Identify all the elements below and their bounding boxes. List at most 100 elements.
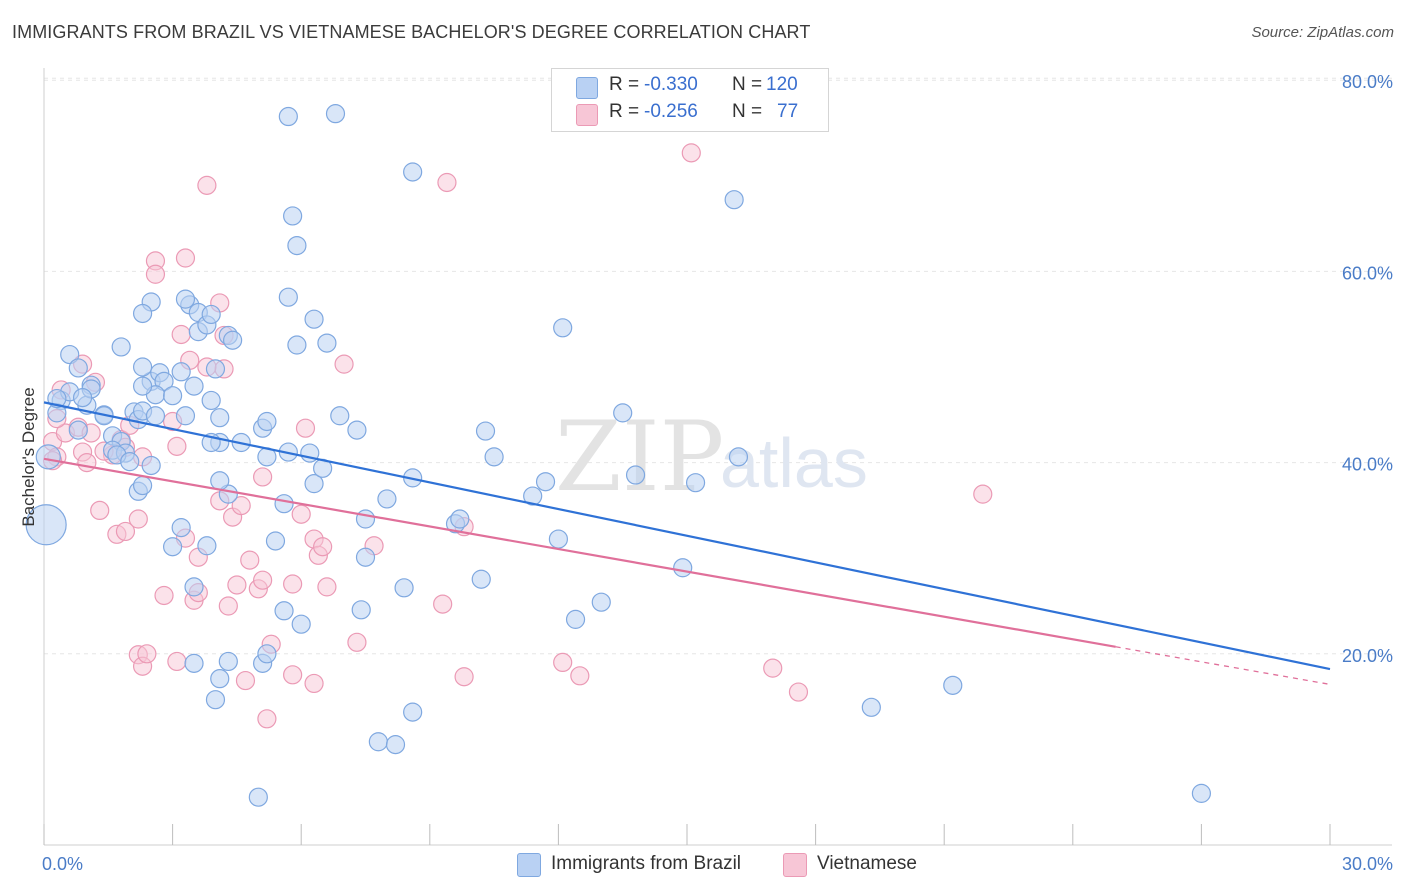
vietnamese-point bbox=[681, 143, 701, 163]
brazil-point bbox=[287, 235, 307, 256]
vietnamese-point bbox=[197, 175, 217, 195]
vietnamese-point bbox=[227, 575, 247, 595]
tick-labels: 20.0% 40.0% 60.0% 80.0% 0.0% 30.0% bbox=[42, 72, 1393, 874]
brazil-point bbox=[625, 465, 646, 485]
series-brazil-points bbox=[25, 104, 1212, 807]
brazil-point bbox=[201, 390, 221, 411]
vietnamese-point bbox=[145, 264, 166, 284]
x-tick-label: 30.0% bbox=[1342, 854, 1393, 874]
brazil-point bbox=[218, 651, 238, 672]
brazil-point bbox=[724, 190, 744, 210]
brazil-point bbox=[60, 344, 80, 365]
brazil-point bbox=[450, 509, 470, 529]
vietnamese-point bbox=[253, 467, 273, 487]
vietnamese-point bbox=[973, 484, 993, 504]
brazil-point bbox=[943, 675, 963, 695]
brazil-point bbox=[257, 411, 277, 432]
brazil-point bbox=[163, 386, 183, 406]
vietnamese-point bbox=[175, 248, 196, 268]
vietnamese-point bbox=[570, 666, 590, 686]
r-label: R = bbox=[609, 74, 640, 95]
vietnamese-point bbox=[291, 504, 311, 524]
x-tick-label: 0.0% bbox=[42, 854, 83, 874]
vietnamese-point bbox=[171, 324, 191, 345]
brazil-point bbox=[278, 287, 298, 307]
brazil-point bbox=[205, 690, 226, 710]
brazil-point bbox=[210, 408, 230, 428]
brazil-point bbox=[175, 289, 196, 309]
vietnamese-point bbox=[77, 453, 97, 473]
watermark-zip: ZIP bbox=[555, 401, 724, 513]
brazil-point bbox=[728, 447, 749, 467]
brazil-point bbox=[304, 309, 324, 329]
vietnamese-point bbox=[167, 436, 187, 456]
y-tick-label: 80.0% bbox=[1342, 72, 1393, 92]
brazil-point bbox=[184, 577, 204, 597]
watermark: ZIP atlas bbox=[555, 401, 868, 513]
brazil-point bbox=[274, 601, 294, 621]
brazil-point bbox=[403, 162, 423, 182]
brazil-point bbox=[205, 359, 226, 379]
vietnamese-point bbox=[240, 550, 260, 570]
vietnamese-point bbox=[334, 354, 354, 374]
brazil-point bbox=[145, 406, 166, 426]
brazil-point bbox=[210, 471, 230, 491]
chart-title: IMMIGRANTS FROM BRAZIL VS VIETNAMESE BAC… bbox=[12, 22, 811, 42]
r-value: -0.256 bbox=[644, 101, 698, 122]
brazil-point bbox=[248, 787, 268, 807]
stats-swatch-brazil bbox=[576, 77, 598, 99]
brazil-point bbox=[403, 702, 423, 722]
legend-swatch-brazil bbox=[517, 853, 541, 877]
brazil-point bbox=[132, 303, 153, 324]
brazil-point bbox=[163, 537, 183, 557]
vietnamese-point bbox=[437, 172, 457, 193]
y-tick-label: 40.0% bbox=[1342, 455, 1393, 475]
brazil-point bbox=[351, 600, 371, 620]
brazil-trend-line bbox=[43, 401, 1331, 671]
r-label: R = bbox=[609, 101, 640, 122]
vietnamese-point bbox=[454, 667, 474, 687]
brazil-point bbox=[304, 474, 324, 494]
brazil-point bbox=[132, 376, 153, 396]
brazil-point bbox=[330, 406, 350, 426]
brazil-point bbox=[201, 304, 221, 325]
brazil-point bbox=[68, 420, 88, 440]
n-label: N = bbox=[732, 101, 763, 122]
brazil-point bbox=[35, 444, 61, 470]
brazil-point bbox=[25, 504, 67, 546]
brazil-point bbox=[471, 569, 491, 589]
n-value: 77 bbox=[777, 101, 799, 122]
stats-swatch-vietnamese bbox=[576, 104, 598, 126]
brazil-point bbox=[347, 420, 367, 440]
brazil-point bbox=[565, 609, 586, 629]
brazil-point bbox=[171, 362, 191, 382]
brazil-point bbox=[368, 732, 388, 752]
n-label: N = bbox=[732, 74, 763, 95]
brazil-point bbox=[210, 669, 230, 689]
legend-swatch-vietnamese bbox=[783, 853, 807, 877]
brazil-point bbox=[120, 452, 140, 472]
brazil-point bbox=[175, 406, 196, 426]
vietnamese-trend-extension bbox=[1115, 646, 1331, 686]
vietnamese-point bbox=[218, 596, 238, 616]
brazil-point bbox=[132, 475, 153, 496]
vietnamese-point bbox=[283, 665, 303, 685]
y-tick-label: 20.0% bbox=[1342, 646, 1393, 666]
brazil-point bbox=[355, 509, 376, 529]
brazil-point bbox=[111, 337, 131, 357]
vietnamese-point bbox=[253, 570, 273, 590]
brazil-point bbox=[72, 387, 93, 408]
brazil-point bbox=[548, 529, 569, 549]
brazil-point bbox=[484, 447, 504, 467]
r-value: -0.330 bbox=[644, 74, 698, 95]
vietnamese-point bbox=[154, 585, 174, 606]
brazil-point bbox=[475, 421, 496, 441]
brazil-point bbox=[257, 644, 277, 664]
brazil-point bbox=[377, 489, 397, 509]
brazil-point bbox=[223, 330, 243, 350]
brazil-point bbox=[278, 106, 298, 127]
legend-label-vietnamese: Vietnamese bbox=[817, 853, 917, 874]
brazil-point bbox=[274, 494, 294, 514]
vietnamese-point bbox=[317, 577, 337, 597]
vietnamese-point bbox=[763, 658, 783, 678]
